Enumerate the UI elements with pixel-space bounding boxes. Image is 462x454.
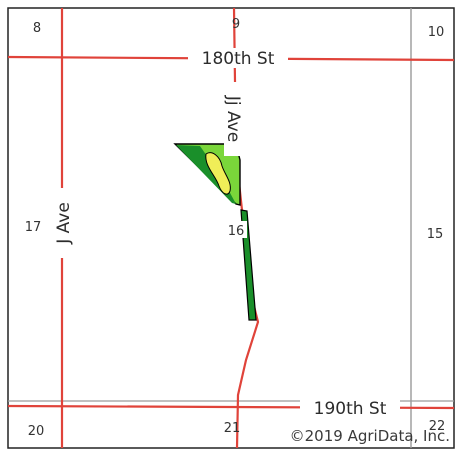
road-label-190th-bg — [300, 398, 400, 418]
road-label-180th-st: 180th St — [202, 49, 275, 69]
field-high-zone — [205, 152, 231, 195]
section-label-20: 20 — [28, 424, 45, 439]
road-label-j-ave-bg — [53, 188, 73, 258]
section-label-8: 8 — [33, 21, 41, 36]
section-label-22: 22 — [429, 419, 446, 434]
section-label-17: 17 — [25, 220, 42, 235]
field-parcel — [173, 143, 257, 321]
section-label-21: 21 — [224, 421, 241, 436]
section-label-15: 15 — [427, 227, 444, 242]
section-label-16-bg — [226, 221, 247, 238]
road-label-j-ave: J Ave — [54, 202, 74, 245]
road-label-180th-bg — [188, 48, 288, 68]
section-label-9: 9 — [232, 17, 240, 32]
road-label-190th-st: 190th St — [314, 399, 387, 419]
copyright-notice: ©2019 AgriData, Inc. — [290, 427, 450, 445]
section-label-16: 16 — [228, 224, 245, 239]
road-label-jj-ave-bg — [224, 82, 245, 156]
road-label-jj-ave: Jj Ave — [223, 95, 243, 142]
section-label-10: 10 — [428, 25, 445, 40]
